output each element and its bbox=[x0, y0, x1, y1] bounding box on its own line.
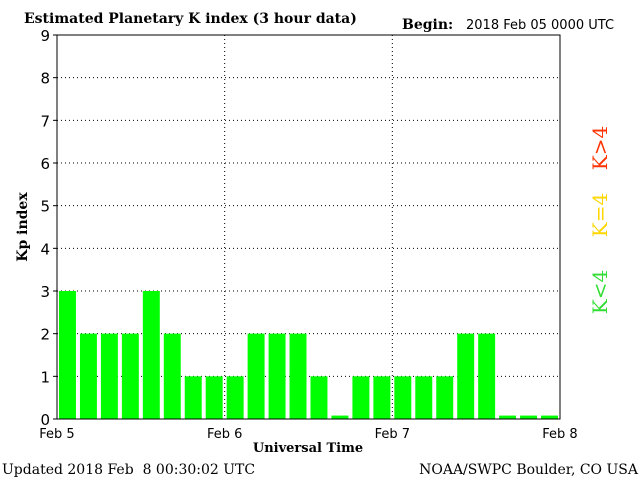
grid-lines bbox=[53, 34, 560, 420]
kp-bar bbox=[59, 291, 76, 419]
y-tick-label: 6 bbox=[40, 155, 50, 173]
y-tick-label: 5 bbox=[40, 198, 50, 216]
bars bbox=[59, 291, 558, 419]
kp-bar bbox=[100, 333, 118, 419]
kp-bar bbox=[394, 376, 412, 419]
kp-bar bbox=[352, 376, 370, 419]
kp-bar bbox=[457, 333, 475, 419]
y-tick-labels: 0 1 2 3 4 5 6 7 8 9 bbox=[40, 27, 50, 429]
source-credit: NOAA/SWPC Boulder, CO USA bbox=[419, 462, 639, 478]
kp-bar bbox=[226, 376, 244, 419]
x-axis-label: Universal Time bbox=[253, 441, 363, 456]
y-axis-label: Kp index bbox=[15, 192, 31, 262]
kp-bar bbox=[289, 333, 307, 419]
kp-bar bbox=[142, 291, 160, 419]
chart-title: Estimated Planetary K index (3 hour data… bbox=[24, 11, 357, 27]
y-tick-label: 1 bbox=[40, 368, 50, 386]
kp-bar bbox=[247, 333, 265, 419]
x-tick-labels: Feb 5 Feb 6 Feb 7 Feb 8 bbox=[39, 427, 577, 442]
y-tick-label: 4 bbox=[40, 240, 50, 258]
y-tick-label: 3 bbox=[40, 283, 50, 301]
x-tick-label: Feb 8 bbox=[542, 427, 577, 442]
begin-value: 2018 Feb 05 0000 UTC bbox=[466, 18, 614, 33]
legend-k-equal-4: K=4 bbox=[588, 193, 612, 237]
y-tick-label: 0 bbox=[40, 411, 50, 429]
y-tick-label: 7 bbox=[40, 112, 50, 130]
kp-bar bbox=[520, 415, 538, 419]
kp-bar bbox=[184, 376, 202, 419]
kp-bar bbox=[436, 376, 454, 419]
legend-k-less-4: K<4 bbox=[588, 270, 612, 314]
y-tick-label: 2 bbox=[40, 326, 50, 344]
kp-bar bbox=[268, 333, 286, 419]
kp-bar bbox=[331, 415, 349, 419]
kp-bar bbox=[415, 376, 433, 419]
begin-label: Begin: bbox=[402, 17, 453, 33]
kp-bar bbox=[541, 415, 558, 419]
x-tick-label: Feb 7 bbox=[375, 427, 410, 442]
kp-bar bbox=[478, 333, 496, 419]
kp-bar bbox=[163, 333, 181, 419]
plot-frame bbox=[56, 34, 561, 420]
x-tick-label: Feb 6 bbox=[207, 427, 242, 442]
kp-bar bbox=[205, 376, 223, 419]
y-tick-label: 9 bbox=[40, 27, 50, 45]
kp-bar bbox=[79, 333, 97, 419]
kp-bar bbox=[373, 376, 391, 419]
x-tick-label: Feb 5 bbox=[39, 427, 74, 442]
kp-bar bbox=[310, 376, 328, 419]
kp-bar bbox=[121, 333, 139, 419]
kp-bar bbox=[499, 415, 517, 419]
y-tick-label: 8 bbox=[40, 70, 50, 88]
updated-timestamp: Updated 2018 Feb 8 00:30:02 UTC bbox=[2, 462, 255, 478]
legend-k-greater-4: K>4 bbox=[588, 126, 612, 170]
